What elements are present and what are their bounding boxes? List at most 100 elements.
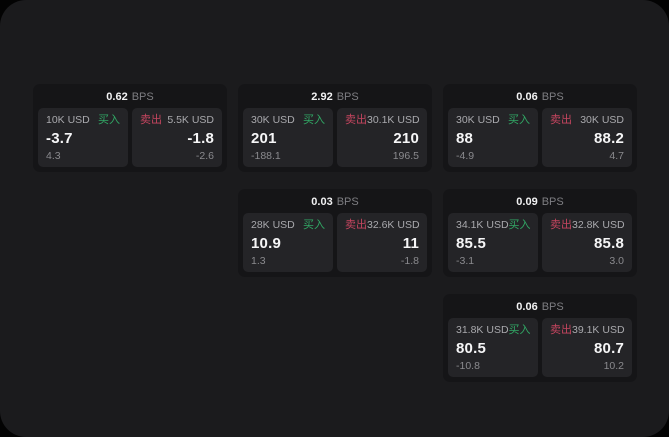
spread-value: 0.62	[106, 90, 128, 103]
buy-amount: 30K USD	[456, 114, 500, 126]
sell-delta: -2.6	[195, 150, 214, 162]
buy-delta: 1.3	[251, 255, 266, 267]
buy-quote-tile[interactable]: 31.8K USD 买入 80.5 -10.8	[448, 318, 538, 377]
spread-header: 0.03 BPS	[238, 189, 432, 213]
buy-header-row: 30K USD 买入	[251, 114, 325, 126]
sell-quote-tile[interactable]: 卖出 32.8K USD 85.8 3.0	[542, 213, 632, 272]
sell-label: 卖出	[140, 114, 162, 126]
buy-quote-tile[interactable]: 30K USD 买入 88 -4.9	[448, 108, 538, 167]
spread-value: 0.03	[311, 195, 333, 208]
spread-unit: BPS	[336, 195, 359, 208]
buy-quote-tile[interactable]: 10K USD 买入 -3.7 4.3	[38, 108, 128, 167]
buy-label: 买入	[508, 114, 530, 126]
sell-header-row: 卖出 32.8K USD	[550, 219, 625, 231]
buy-header-row: 31.8K USD 买入	[456, 324, 531, 336]
spread-unit: BPS	[541, 90, 564, 103]
quote-card: 2.92 BPS 30K USD 买入 201 -188.1 卖出 30.1K …	[238, 84, 432, 172]
sell-price: 11	[402, 234, 419, 252]
buy-header-row: 34.1K USD 买入	[456, 219, 531, 231]
spread-header: 2.92 BPS	[238, 84, 432, 108]
buy-amount: 10K USD	[46, 114, 90, 126]
sell-amount: 30K USD	[580, 114, 624, 126]
buy-header-row: 10K USD 买入	[46, 114, 120, 126]
quote-body: 30K USD 买入 88 -4.9 卖出 30K USD 88.2 4.7	[443, 108, 637, 172]
sell-delta: 3.0	[609, 255, 624, 267]
quote-card: 0.06 BPS 31.8K USD 买入 80.5 -10.8 卖出 39.1…	[443, 294, 637, 382]
sell-header-row: 卖出 5.5K USD	[140, 114, 214, 126]
sell-price: -1.8	[187, 129, 214, 147]
buy-delta: -3.1	[456, 255, 475, 267]
sell-delta: 4.7	[609, 150, 624, 162]
quote-card: 0.62 BPS 10K USD 买入 -3.7 4.3 卖出 5.5K USD…	[33, 84, 227, 172]
sell-price: 210	[393, 129, 419, 147]
sell-amount: 5.5K USD	[167, 114, 214, 126]
spread-value: 0.06	[516, 300, 538, 313]
spread-value: 0.09	[516, 195, 538, 208]
spread-unit: BPS	[541, 300, 564, 313]
buy-amount: 30K USD	[251, 114, 295, 126]
sell-label: 卖出	[345, 219, 367, 231]
spread-header: 0.09 BPS	[443, 189, 637, 213]
sell-quote-tile[interactable]: 卖出 5.5K USD -1.8 -2.6	[132, 108, 222, 167]
buy-price: -3.7	[46, 129, 73, 147]
buy-amount: 28K USD	[251, 219, 295, 231]
sell-label: 卖出	[345, 114, 367, 126]
sell-amount: 39.1K USD	[572, 324, 625, 336]
quote-body: 34.1K USD 买入 85.5 -3.1 卖出 32.8K USD 85.8…	[443, 213, 637, 277]
sell-header-row: 卖出 32.6K USD	[345, 219, 420, 231]
sell-quote-tile[interactable]: 卖出 39.1K USD 80.7 10.2	[542, 318, 632, 377]
buy-label: 买入	[303, 219, 325, 231]
buy-quote-tile[interactable]: 28K USD 买入 10.9 1.3	[243, 213, 333, 272]
spread-unit: BPS	[541, 195, 564, 208]
buy-price: 88	[456, 129, 474, 147]
sell-label: 卖出	[550, 324, 572, 336]
sell-quote-tile[interactable]: 卖出 30K USD 88.2 4.7	[542, 108, 632, 167]
sell-amount: 32.8K USD	[572, 219, 625, 231]
sell-price: 80.7	[594, 339, 624, 357]
spread-unit: BPS	[131, 90, 154, 103]
buy-amount: 31.8K USD	[456, 324, 509, 336]
buy-header-row: 28K USD 买入	[251, 219, 325, 231]
sell-header-row: 卖出 30.1K USD	[345, 114, 420, 126]
sell-label: 卖出	[550, 114, 572, 126]
quote-card: 0.09 BPS 34.1K USD 买入 85.5 -3.1 卖出 32.8K…	[443, 189, 637, 277]
sell-quote-tile[interactable]: 卖出 30.1K USD 210 196.5	[337, 108, 427, 167]
buy-label: 买入	[508, 219, 531, 231]
quote-card: 0.03 BPS 28K USD 买入 10.9 1.3 卖出 32.6K US…	[238, 189, 432, 277]
sell-delta: 10.2	[603, 360, 624, 372]
sell-amount: 32.6K USD	[367, 219, 420, 231]
buy-amount: 34.1K USD	[456, 219, 509, 231]
buy-label: 买入	[303, 114, 325, 126]
quote-body: 31.8K USD 买入 80.5 -10.8 卖出 39.1K USD 80.…	[443, 318, 637, 382]
buy-label: 买入	[508, 324, 531, 336]
buy-delta: -188.1	[251, 150, 281, 162]
buy-quote-tile[interactable]: 30K USD 买入 201 -188.1	[243, 108, 333, 167]
spread-value: 2.92	[311, 90, 333, 103]
spread-header: 0.06 BPS	[443, 294, 637, 318]
buy-delta: -4.9	[456, 150, 475, 162]
quote-body: 30K USD 买入 201 -188.1 卖出 30.1K USD 210 1…	[238, 108, 432, 172]
sell-delta: -1.8	[400, 255, 419, 267]
buy-price: 10.9	[251, 234, 281, 252]
spread-value: 0.06	[516, 90, 538, 103]
quote-body: 10K USD 买入 -3.7 4.3 卖出 5.5K USD -1.8 -2.…	[33, 108, 227, 172]
spread-header: 0.06 BPS	[443, 84, 637, 108]
sell-delta: 196.5	[392, 150, 419, 162]
sell-header-row: 卖出 30K USD	[550, 114, 624, 126]
buy-quote-tile[interactable]: 34.1K USD 买入 85.5 -3.1	[448, 213, 538, 272]
sell-label: 卖出	[550, 219, 572, 231]
spread-unit: BPS	[336, 90, 359, 103]
spread-header: 0.62 BPS	[33, 84, 227, 108]
buy-label: 买入	[98, 114, 120, 126]
buy-price: 85.5	[456, 234, 486, 252]
buy-header-row: 30K USD 买入	[456, 114, 530, 126]
buy-delta: 4.3	[46, 150, 61, 162]
quote-grid: 0.62 BPS 10K USD 买入 -3.7 4.3 卖出 5.5K USD…	[33, 84, 637, 382]
sell-price: 88.2	[594, 129, 624, 147]
buy-price: 201	[251, 129, 277, 147]
sell-price: 85.8	[594, 234, 624, 252]
sell-amount: 30.1K USD	[367, 114, 420, 126]
sell-quote-tile[interactable]: 卖出 32.6K USD 11 -1.8	[337, 213, 427, 272]
